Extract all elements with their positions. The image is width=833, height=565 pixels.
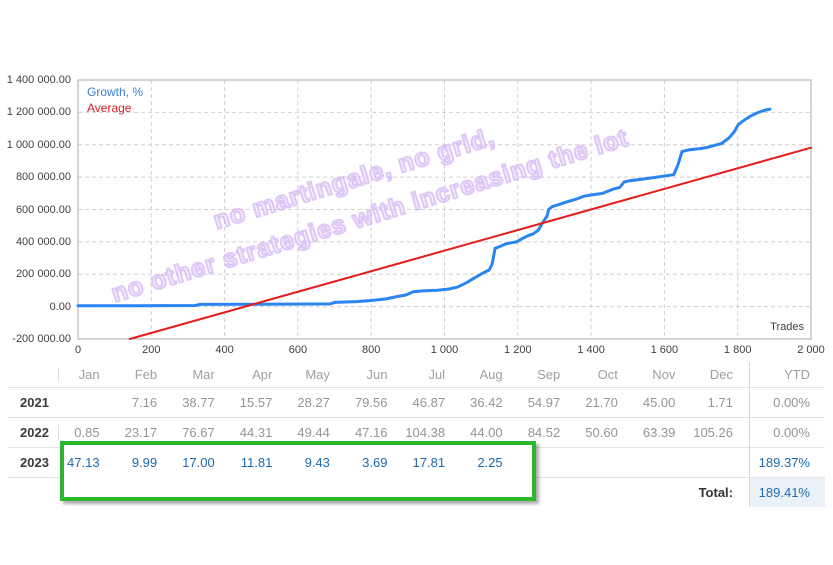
month-value: 23.17 [124, 425, 158, 440]
month-value: 79.56 [354, 395, 388, 410]
table-header-row: Jan Feb Mar Apr May Jun Jul Aug Sep Oct Nov Dec YTD [8, 362, 825, 388]
chart-legend: Growth, % Average [87, 84, 143, 116]
x-axis-tick-label: 0 [74, 344, 82, 356]
month-value: 17.00 [182, 455, 215, 470]
table-row-2022: 2022 0.85 23.17 76.67 44.31 49.44 47.16 104.38 4… [8, 418, 825, 448]
y-axis-tick-label: 1 200 000.00 [6, 106, 71, 119]
month-value: 17.81 [412, 455, 446, 470]
month-value: 9.43 [304, 455, 330, 470]
month-value: 36.42 [470, 395, 503, 410]
month-column-header: Sep [537, 367, 561, 382]
month-column-header: Aug [479, 367, 503, 382]
y-axis-tick-label: -200 000.00 [12, 333, 71, 345]
month-value: 38.77 [182, 395, 215, 410]
month-column-header: Feb [134, 367, 158, 382]
month-value: 76.67 [182, 425, 215, 440]
month-value: 9.99 [131, 455, 158, 470]
month-value: 44.31 [239, 425, 273, 440]
y-axis-tick-label: 200 000.00 [15, 268, 71, 281]
y-axis-tick-label: 600 000.00 [15, 203, 71, 216]
total-label: Total: [698, 485, 733, 500]
month-value: 47.16 [354, 425, 388, 440]
total-ytd-value: 189.41% [749, 478, 825, 507]
month-column-header: May [305, 367, 330, 382]
month-column-header: Mar [192, 367, 215, 382]
month-column-header: Oct [597, 367, 618, 382]
month-column-header: Jul [428, 367, 446, 382]
x-axis-tick-label: 800 [362, 344, 381, 356]
month-value: 11.81 [240, 455, 273, 470]
y-axis-tick-label: 1 400 000.00 [6, 74, 71, 86]
month-value: 15.57 [239, 395, 273, 410]
month-value: 2.25 [477, 455, 503, 470]
month-value: 44.00 [470, 425, 503, 440]
year-label: 2021 [20, 395, 49, 410]
month-value: 0.85 [58, 425, 116, 440]
month-value: 3.69 [362, 455, 388, 470]
month-column-header: Dec [709, 367, 733, 382]
x-axis-tick-label: 1 800 [723, 344, 752, 356]
month-value: 104.38 [405, 425, 446, 440]
month-value: 7.16 [131, 395, 158, 410]
month-value: 54.97 [527, 395, 561, 410]
month-value: 63.39 [642, 425, 676, 440]
month-column-header: Nov [652, 367, 676, 382]
y-axis-tick-label: 0.00 [49, 300, 71, 313]
month-column-header: Apr [252, 367, 273, 382]
y-axis-tick-label: 1 000 000.00 [6, 138, 71, 151]
x-axis-tick-label: 1 200 [504, 344, 532, 356]
x-axis-tick-label: 400 [215, 344, 234, 356]
x-axis-tick-label: 200 [142, 344, 161, 356]
y-axis-tick-label: 800 000.00 [15, 171, 71, 184]
month-value: 1.71 [707, 395, 733, 410]
average-line [128, 146, 812, 340]
x-axis-tick-label: 2 000 [797, 344, 825, 356]
legend-average-label: Average [87, 101, 132, 115]
month-value: 21.70 [585, 395, 618, 410]
month-value: 84.52 [527, 425, 561, 440]
ytd-column-header: YTD [748, 362, 825, 387]
year-label: 2022 [20, 425, 49, 440]
month-value: 49.44 [297, 425, 330, 440]
month-value: 105.26 [693, 425, 733, 440]
month-value: 50.60 [585, 425, 618, 440]
x-axis-tick-label: 1 600 [650, 344, 679, 356]
growth-line [76, 107, 772, 308]
ytd-value: 189.37% [748, 448, 825, 477]
month-column-header: Jan [58, 367, 116, 382]
table-total-row: Total: 189.41% [8, 477, 825, 507]
month-value: 28.27 [297, 395, 330, 410]
y-axis-tick-label: 400 000.00 [15, 235, 71, 248]
x-axis-title: Trades [770, 321, 804, 333]
monthly-returns-table: Jan Feb Mar Apr May Jun Jul Aug Sep Oct Nov Dec YTD … [8, 362, 825, 507]
ytd-value: 0.00% [748, 418, 825, 447]
table-row-2021: 2021 7.16 38.77 15.57 28.27 79.56 46.87 36.42 54… [8, 388, 825, 418]
legend-growth-label: Growth, % [87, 85, 144, 99]
x-axis-tick-label: 600 [288, 344, 308, 356]
month-column-header: Jun [366, 367, 388, 382]
x-axis-tick-label: 1 400 [577, 344, 605, 356]
ytd-value: 0.00% [748, 388, 825, 417]
month-value: 45.00 [642, 395, 676, 410]
x-axis-tick-label: 1 000 [430, 344, 459, 356]
table-row-2023: 2023 47.13 9.99 17.00 11.81 9.43 3.69 17.81 2.25… [8, 448, 825, 477]
month-value: 47.13 [67, 455, 100, 470]
month-value: 46.87 [412, 395, 446, 410]
year-label: 2023 [20, 455, 49, 470]
plot-border [77, 79, 812, 340]
